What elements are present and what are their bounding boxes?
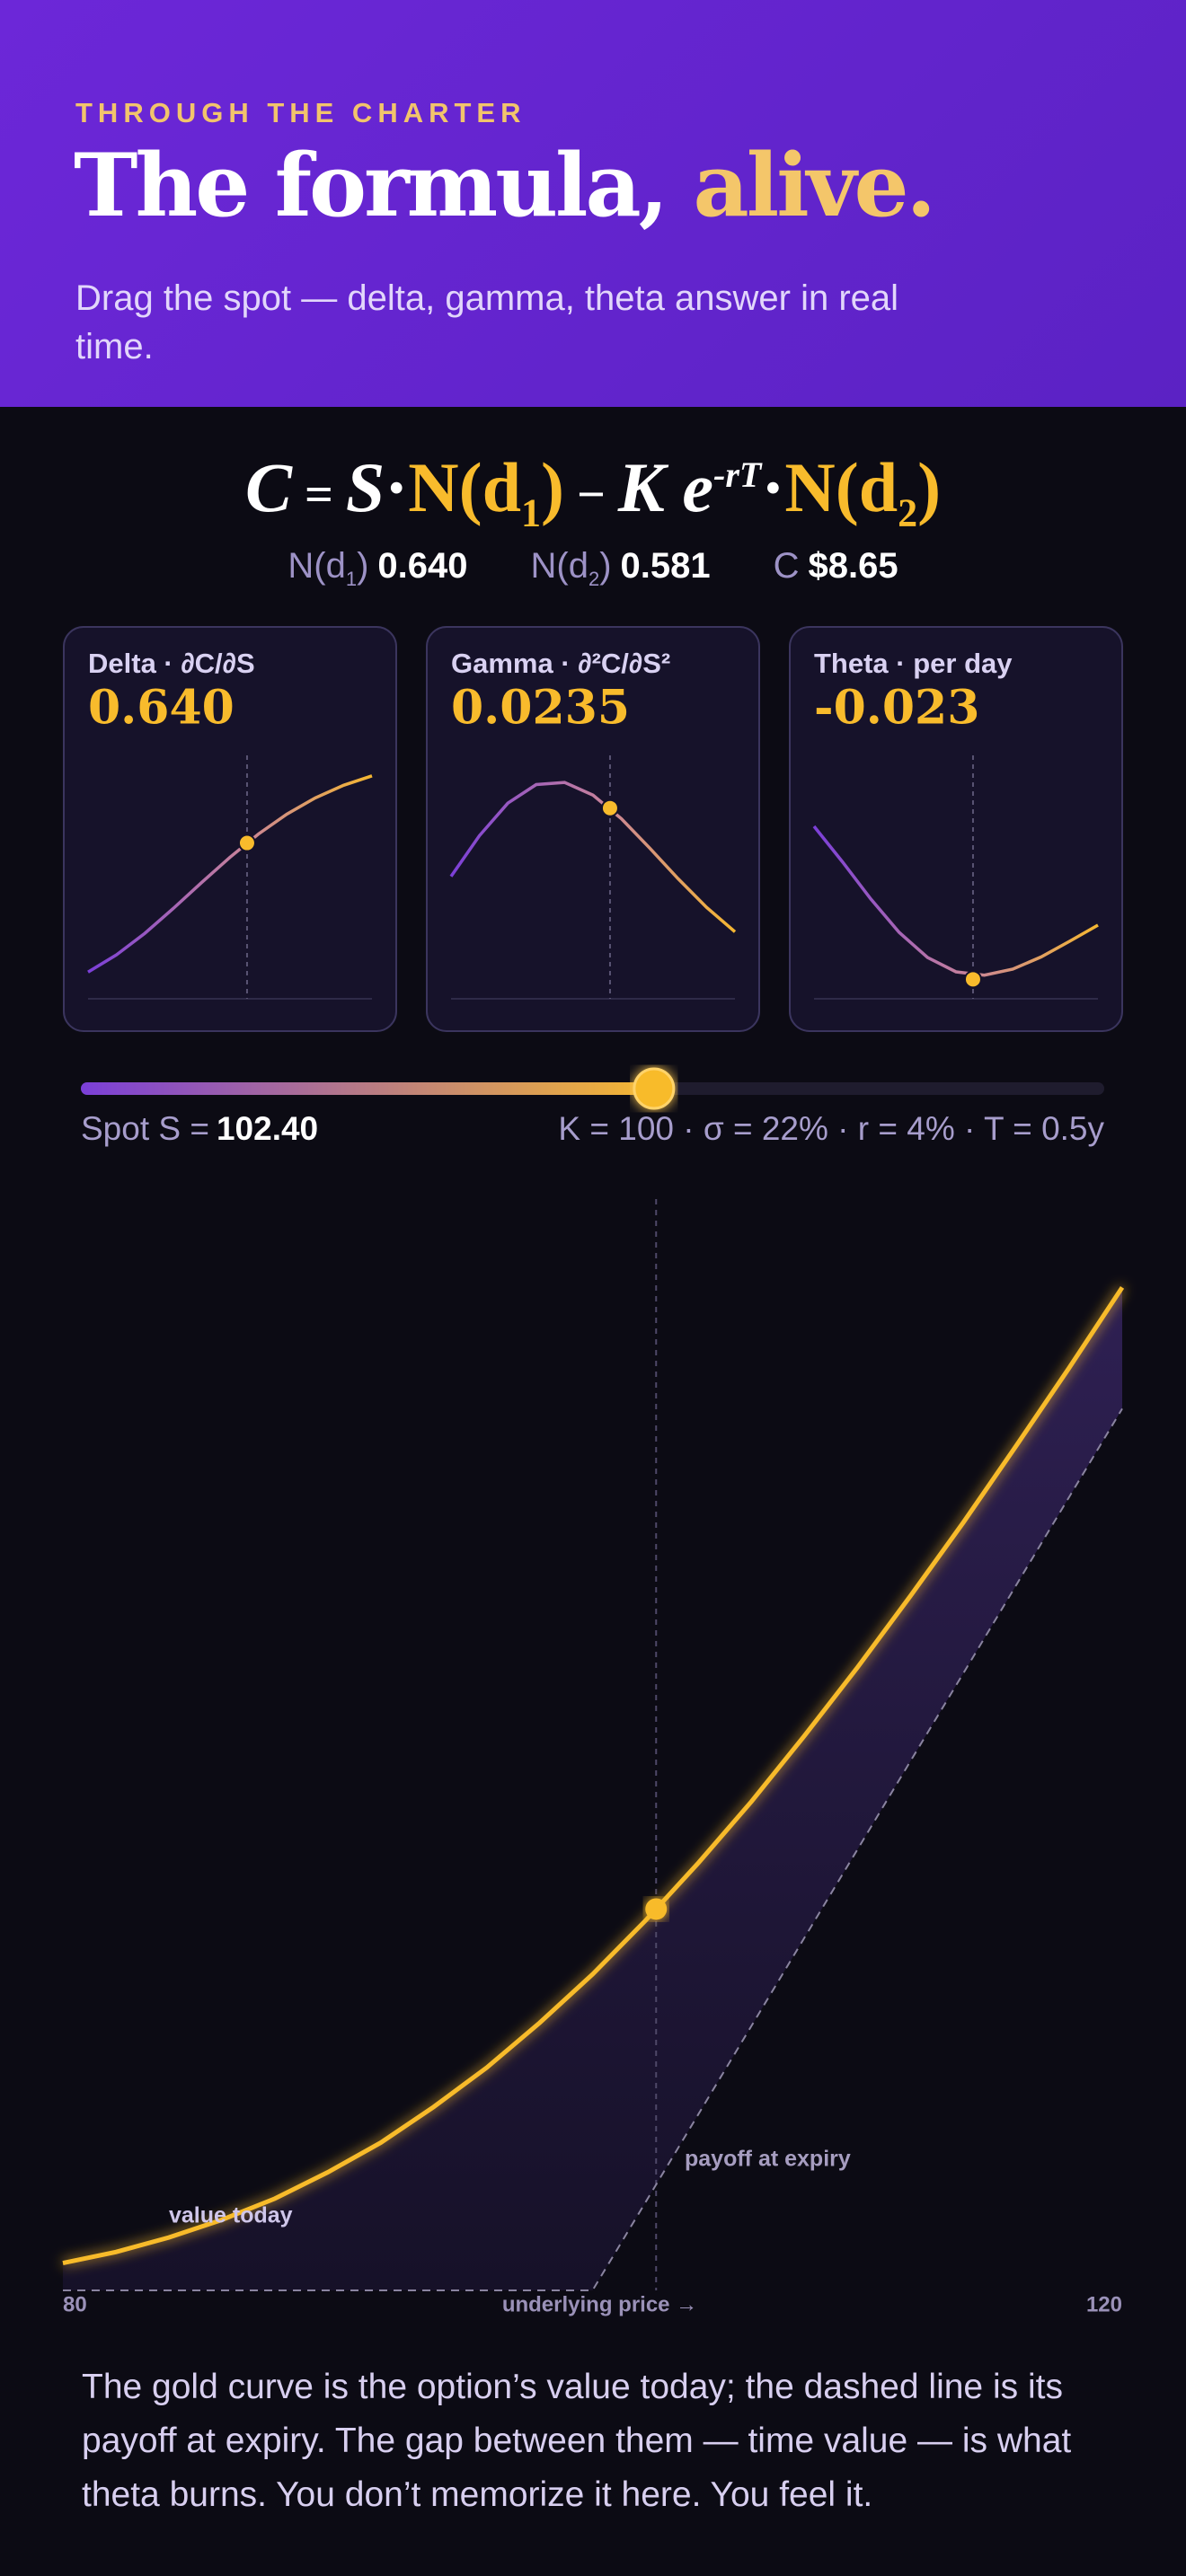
formula-part: =: [304, 467, 333, 523]
slider-labels: Spot S = 102.40 K = 100 · σ = 22% · r = 4…: [81, 1110, 1104, 1148]
formula-part: −: [576, 467, 606, 523]
formula-part: ): [540, 448, 564, 526]
value-curve: [62, 1286, 1125, 2266]
formula-part: 1: [520, 490, 541, 535]
formula-part: ·: [761, 448, 785, 526]
x-tick-label: 80: [63, 2292, 87, 2316]
formula-part: e: [682, 448, 714, 526]
x-tick-label: 120: [1086, 2292, 1122, 2316]
greek-marker: [237, 834, 256, 852]
readout-value: 0.640: [377, 546, 468, 586]
spot-marker: [645, 1898, 668, 1920]
readout-value: $8.65: [808, 546, 898, 586]
title-text: The formula,: [74, 135, 668, 236]
readout-label: N(d: [530, 546, 589, 586]
formula-part: N(d: [408, 448, 521, 526]
spot-readout: Spot S = 102.40: [81, 1110, 318, 1148]
payoff-line: [63, 1407, 1123, 2291]
title: The formula, alive.: [74, 135, 936, 236]
formula-part: K: [617, 448, 665, 526]
card-title: Delta · ∂C/∂S: [88, 648, 255, 679]
series-label: value today: [169, 2203, 293, 2228]
readout-label: ): [357, 546, 369, 586]
card-value: -0.023: [814, 681, 979, 736]
card-value: 0.0235: [451, 681, 630, 736]
readout-sub: 1: [345, 568, 358, 590]
formula-part: S: [345, 448, 385, 526]
greek-card: [426, 626, 760, 1032]
formula-part: -rT: [713, 454, 762, 495]
slider-fill: [81, 1082, 654, 1095]
card-title: Gamma · ∂²C/∂S²: [451, 648, 670, 679]
footer-text: The gold curve is the option’s value tod…: [82, 2368, 1072, 2514]
spot-label: Spot S =: [81, 1110, 209, 1147]
formula-part: ): [917, 448, 942, 526]
greek-marker: [600, 798, 619, 817]
greek-curve: [87, 774, 373, 974]
spot-value: 102.40: [216, 1110, 319, 1147]
greek-marker: [963, 970, 982, 989]
readout-label: ): [599, 546, 612, 586]
readout: N(d2) 0.581: [531, 546, 711, 591]
subtitle: Drag the spot — delta, gamma, theta answ…: [75, 278, 899, 366]
formula-part: ·: [385, 448, 409, 526]
header: [0, 0, 1186, 407]
x-axis-label: underlying price →: [502, 2292, 697, 2316]
readout-sub: 2: [588, 568, 600, 590]
greek-curve: [812, 825, 1099, 977]
formula-part: C: [244, 448, 292, 526]
readout: C $8.65: [774, 546, 898, 591]
time-value-fill: [63, 1287, 1122, 2290]
formula-part: N(d: [784, 448, 898, 526]
readout-label: N(d: [288, 546, 346, 586]
card-title: Theta · per day: [814, 648, 1013, 679]
readout-value: 0.581: [620, 546, 711, 586]
params: K = 100 · σ = 22% · r = 4% · T = 0.5y: [558, 1110, 1104, 1147]
series-label: payoff at expiry: [685, 2147, 851, 2172]
readout-label: C: [773, 546, 800, 586]
formula-part: 2: [898, 490, 918, 535]
card-value: 0.640: [88, 681, 235, 736]
readout: N(d1) 0.640: [288, 546, 467, 591]
title-accent: alive.: [693, 135, 936, 236]
formula: C = S·N(d1) − K e-rT·N(d2): [0, 447, 1186, 536]
readouts: N(d1) 0.640 N(d2) 0.581 C $8.65: [0, 546, 1186, 591]
greek-card: [789, 626, 1123, 1032]
greek-curve: [449, 781, 737, 933]
slider-thumb[interactable]: [633, 1067, 676, 1110]
eyebrow: THROUGH THE CHARTER: [75, 97, 527, 128]
